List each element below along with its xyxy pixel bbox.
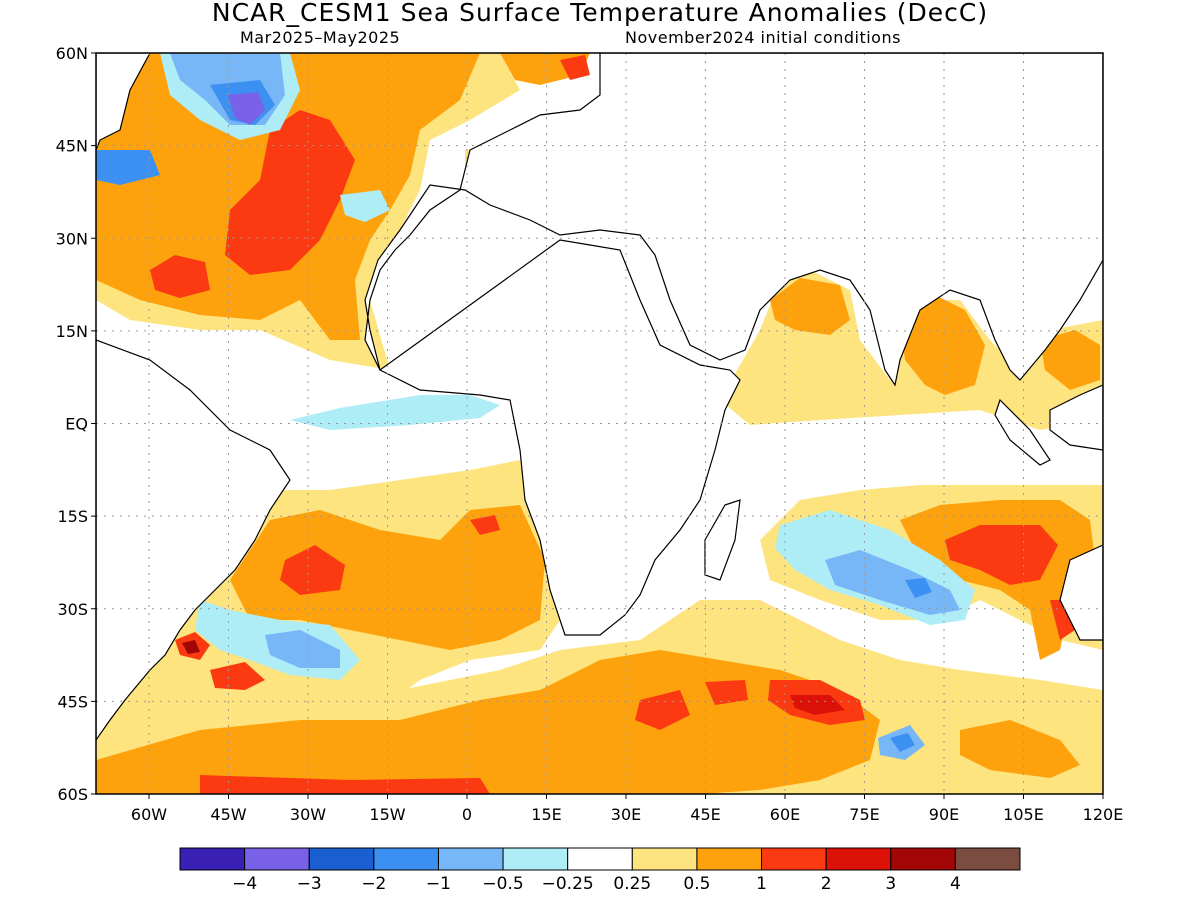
lat-label: 45S: [57, 692, 88, 711]
lat-label: 15N: [56, 322, 88, 341]
eq-atlantic-cold: [290, 395, 500, 430]
lon-label: 120E: [1083, 805, 1124, 824]
colorbar-swatch: [244, 847, 310, 871]
colorbar-swatch: [373, 847, 439, 871]
andaman-orange: [1040, 330, 1100, 390]
colorbar: [179, 847, 1021, 871]
bay-bengal-orange: [900, 295, 985, 395]
lon-label: 0: [462, 805, 472, 824]
lon-label: 90E: [929, 805, 959, 824]
brazil-dark: [182, 640, 200, 654]
lon-label: 30E: [611, 805, 641, 824]
colorbar-swatch: [696, 847, 763, 871]
colorbar-tick-label: −4: [232, 874, 257, 894]
colorbar-tick-label: −0.25: [542, 874, 594, 894]
s-indian-cold-2: [825, 550, 960, 615]
lon-label: 60E: [770, 805, 800, 824]
sumatra-land: [994, 398, 1051, 466]
canary-cold: [340, 190, 390, 222]
baltic-red: [560, 55, 590, 80]
south-america-land: [96, 339, 291, 742]
s-atlantic-red-2: [470, 515, 500, 535]
southern-orange: [96, 650, 880, 794]
arabian-sea-orange: [770, 278, 850, 335]
initial-conditions: November2024 initial conditions: [625, 28, 901, 47]
colorbar-swatch: [761, 847, 827, 871]
lon-label: 105E: [1003, 805, 1044, 824]
map-title: NCAR_CESM1 Sea Surface Temperature Anoma…: [211, 0, 989, 27]
north-america-land: [96, 53, 151, 151]
colorbar-swatch: [308, 847, 375, 871]
south-red-west: [210, 662, 265, 690]
colorbar-tick-label: 1: [756, 874, 767, 894]
lon-label: 15W: [369, 805, 405, 824]
latitude-labels: 60N 45N 30N 15N EQ 15S 30S 45S 60S: [56, 44, 96, 804]
s-atlantic-cold-2: [265, 630, 340, 668]
lat-label: 15S: [57, 507, 88, 526]
colorbar-tick-label: −1: [426, 874, 451, 894]
n-atlantic-red: [225, 110, 355, 275]
west-cold: [96, 150, 160, 185]
graticule: [96, 53, 1103, 794]
kerguelen-cold-2: [890, 733, 915, 752]
longitude-labels: 60W 45W 30W 15W 0 15E 30E 45E 60E 75E 90E 105E 120E: [131, 794, 1123, 824]
southern-red-1: [635, 690, 690, 730]
colorbar-swatch: [437, 847, 504, 871]
lon-label: 75E: [849, 805, 879, 824]
se-asia-islands: [1049, 384, 1103, 451]
lon-label: 45W: [210, 805, 246, 824]
southern-dark-1: [790, 695, 845, 715]
colorbar-tick-label: 0.5: [683, 874, 710, 894]
coastlines: [96, 53, 1103, 742]
colorbar-labels: −4 −3 −2 −1 −0.5 −0.25 0.25 0.5 1 2 3 4: [232, 874, 961, 894]
labrador-cold-4: [228, 92, 265, 125]
colorbar-tick-label: −0.5: [482, 874, 523, 894]
colorbar-tick-label: 2: [821, 874, 832, 894]
lat-label: 30N: [56, 229, 88, 248]
forecast-period: Mar2025–May2025: [240, 28, 401, 47]
s-atlantic-orange: [230, 505, 545, 650]
lon-label: 60W: [131, 805, 167, 824]
colorbar-tick-label: 0.25: [613, 874, 651, 894]
lat-label: 60S: [57, 785, 88, 804]
lon-label: 45E: [690, 805, 720, 824]
s-atlantic-red-1: [280, 545, 345, 595]
colorbar-swatch: [825, 847, 892, 871]
madagascar-land: [704, 499, 741, 581]
southern-red-4: [200, 775, 490, 794]
colorbar-swatch: [502, 847, 569, 871]
colorbar-swatch: [890, 847, 956, 871]
lat-label: EQ: [65, 415, 88, 434]
s-indian-red: [945, 525, 1058, 585]
colorbar-swatch: [954, 847, 1021, 871]
s-indian-cold-3: [905, 578, 932, 598]
colorbar-swatch: [567, 847, 633, 871]
southern-red-2: [705, 680, 748, 705]
lat-label: 30S: [57, 600, 88, 619]
colorbar-tick-label: 4: [950, 874, 961, 894]
colorbar-swatch: [179, 847, 246, 871]
australia-land: [1059, 544, 1103, 641]
lat-label: 60N: [56, 44, 88, 63]
sw-australia-orange: [960, 720, 1080, 778]
colorbar-tick-label: 3: [885, 874, 896, 894]
lon-label: 15E: [531, 805, 561, 824]
n-atlantic-red-west: [150, 255, 210, 298]
colorbar-tick-label: −3: [297, 874, 322, 894]
colorbar-swatch: [631, 847, 698, 871]
colorbar-tick-label: −2: [361, 874, 386, 894]
lon-label: 30W: [290, 805, 326, 824]
africa-eurasia-land: [364, 53, 1103, 636]
lat-label: 45N: [56, 137, 88, 156]
